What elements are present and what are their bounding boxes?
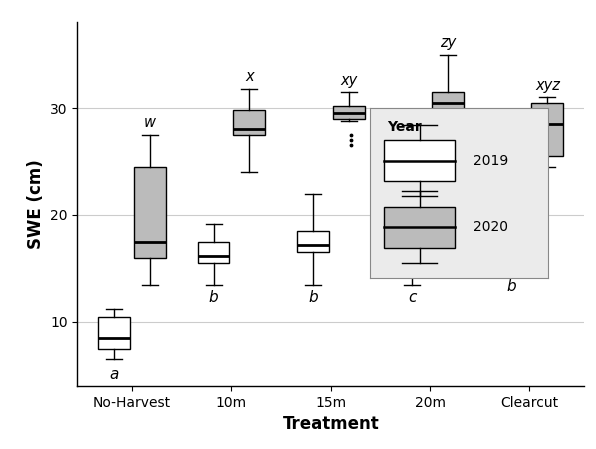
PathPatch shape: [532, 103, 563, 156]
Text: x: x: [245, 70, 254, 84]
PathPatch shape: [496, 228, 527, 258]
Text: b: b: [308, 290, 318, 305]
Text: b: b: [507, 279, 516, 294]
Text: w: w: [144, 115, 156, 131]
Text: zy: zy: [440, 35, 456, 50]
PathPatch shape: [333, 106, 365, 119]
X-axis label: Treatment: Treatment: [283, 415, 379, 433]
Text: b: b: [209, 290, 218, 305]
Text: Year: Year: [387, 120, 422, 134]
PathPatch shape: [98, 317, 130, 349]
Y-axis label: SWE (cm): SWE (cm): [27, 159, 45, 249]
Bar: [384, 140, 455, 181]
PathPatch shape: [432, 92, 464, 114]
Text: a: a: [110, 367, 119, 382]
PathPatch shape: [198, 242, 229, 263]
PathPatch shape: [297, 231, 329, 252]
Bar: [384, 207, 455, 248]
PathPatch shape: [234, 110, 265, 135]
PathPatch shape: [134, 167, 166, 258]
Text: 2019: 2019: [473, 154, 508, 167]
Text: xyz: xyz: [535, 78, 560, 93]
Text: xy: xy: [340, 73, 357, 88]
PathPatch shape: [396, 194, 428, 220]
Text: c: c: [408, 290, 417, 305]
Text: 2020: 2020: [473, 220, 508, 234]
